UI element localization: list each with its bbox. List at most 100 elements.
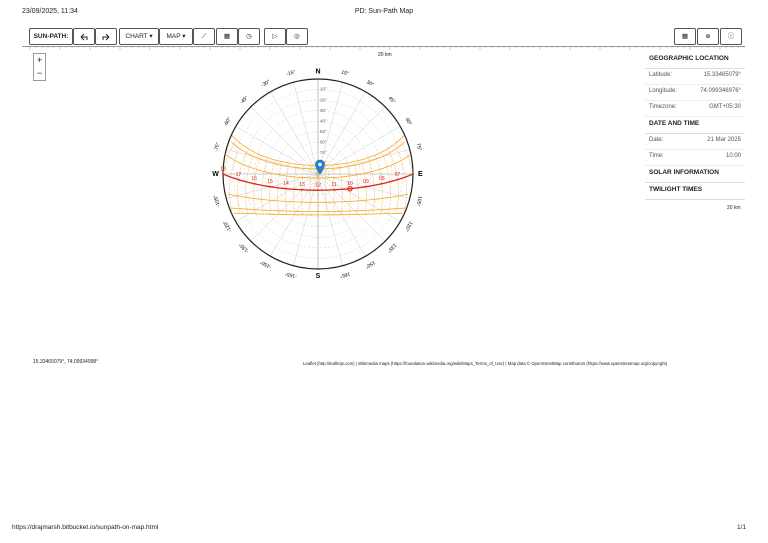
azimuth-line [317, 82, 343, 175]
azimuth-line [317, 173, 386, 242]
azimuth-label: 60° [404, 117, 413, 127]
azimuth-label: -30° [260, 79, 271, 89]
undo-icon [80, 33, 88, 41]
azimuth-label: -45° [239, 95, 250, 106]
hour-line [309, 166, 311, 215]
hour-label: 15 [267, 179, 273, 185]
azimuth-label: 30° [365, 79, 375, 88]
sun-path-label[interactable]: SUN-PATH: [29, 28, 73, 45]
panel-section-title[interactable]: DATE AND TIME [645, 117, 745, 134]
azimuth-line [317, 106, 386, 175]
zoom-out[interactable]: − [36, 68, 43, 78]
azimuth-line [317, 91, 366, 175]
zoom-in[interactable]: + [36, 55, 43, 65]
panel-row: Longitude: 74.099346976° [645, 85, 745, 101]
azimuth-label: -105° [213, 194, 222, 207]
sun-path [224, 154, 412, 179]
azimuth-label: 15° [341, 70, 350, 78]
panel-section-title[interactable]: TWILIGHT TIMES [645, 183, 745, 200]
info-panel: GEOGRAPHIC LOCATION Latitude: 15.33465079°… [645, 52, 745, 200]
panel-row: Date: 21 Mar 2025 [645, 134, 745, 150]
altitude-label: 60° [320, 140, 327, 145]
row-value: 21 Mar 2025 [707, 137, 741, 143]
scale-right: 20 km [727, 205, 741, 211]
calendar-button[interactable]: ▦ [216, 28, 238, 45]
map-menu[interactable]: MAP ▾ [159, 28, 193, 45]
azimuth-label: 135° [386, 242, 398, 254]
play-button[interactable]: ▷ [264, 28, 286, 45]
azimuth-line [293, 173, 319, 266]
azimuth-line [317, 173, 343, 266]
cardinal-label: W [212, 171, 219, 178]
azimuth-label: -75° [213, 142, 221, 152]
azimuth-line [226, 173, 319, 199]
hour-dot [317, 189, 319, 192]
map-area[interactable] [22, 46, 745, 369]
panel-section-title[interactable]: GEOGRAPHIC LOCATION [645, 52, 745, 69]
azimuth-label: 150° [364, 259, 376, 269]
row-label: Longitude: [649, 88, 678, 94]
chart-menu[interactable]: CHART ▾ [119, 28, 159, 45]
hour-dot [349, 187, 351, 190]
row-label: Time: [649, 153, 664, 159]
page-title: PD: Sun-Path Map [354, 8, 414, 15]
hour-dot [396, 178, 399, 181]
redo-button[interactable] [95, 28, 117, 45]
azimuth-label: 165° [339, 270, 351, 278]
hour-label: 18 [220, 166, 226, 172]
clock-button[interactable]: ◷ [238, 28, 260, 45]
cursor-coordinates: 15.33465079°, 74.09934998° [33, 359, 99, 365]
panel-row: Latitude: 15.33465079° [645, 69, 745, 85]
panel-row: Timezone: GMT+05:30 [645, 101, 745, 117]
hour-line [339, 164, 343, 215]
pin-dot [318, 162, 322, 167]
hour-dot [333, 188, 335, 191]
row-value: GMT+05:30 [709, 104, 741, 110]
undo-button[interactable] [73, 28, 95, 45]
row-value: 15.33465079° [703, 72, 741, 78]
cardinal-label: E [418, 171, 423, 178]
row-label: Latitude: [649, 72, 673, 78]
tool-button[interactable]: ⟋ [193, 28, 215, 45]
azimuth-label: -120° [222, 219, 233, 232]
panel-section-title[interactable]: SOLAR INFORMATION [645, 166, 745, 183]
azimuth-line [317, 173, 410, 199]
hour-label: 17 [236, 172, 242, 178]
altitude-label: 30° [320, 108, 327, 113]
print-datetime: 23/09/2025, 11:34 [22, 8, 78, 15]
chart-menu-label: CHART [125, 33, 148, 40]
cardinal-label: N [315, 68, 320, 75]
azimuth-line [235, 126, 319, 175]
row-label: Date: [649, 137, 664, 143]
hour-dot [365, 185, 367, 188]
hour-line [301, 165, 304, 215]
hour-label: 11 [331, 182, 336, 188]
azimuth-label: 120° [403, 220, 413, 232]
hour-dot [269, 185, 271, 188]
export-button[interactable]: ▦ [674, 28, 696, 45]
hour-line [400, 140, 414, 174]
azimuth-label: -165° [284, 270, 297, 279]
azimuth-label: 45° [387, 96, 397, 106]
row-value: 74.099346976° [700, 88, 741, 94]
page-number: 1/1 [736, 524, 746, 531]
redo-icon [102, 33, 110, 41]
hour-line [325, 166, 327, 215]
globe-button[interactable]: ⊕ [697, 28, 719, 45]
hour-label: 13 [299, 182, 305, 188]
altitude-label: 10° [320, 87, 327, 92]
hour-label: 07 [395, 172, 401, 178]
hour-line [222, 140, 236, 174]
target-button[interactable]: ◎ [286, 28, 308, 45]
cardinal-label: S [316, 273, 321, 280]
hour-dot [380, 182, 383, 185]
hour-label: 08 [379, 176, 385, 182]
map-ruler [29, 46, 745, 50]
info-button[interactable]: ⓘ [720, 28, 742, 45]
row-label: Timezone: [649, 104, 677, 110]
azimuth-label: 105° [414, 195, 422, 207]
footer-url: https://drajmarsh.bitbucket.io/sunpath-o… [12, 524, 159, 531]
hour-dot [301, 188, 303, 191]
hour-dot [237, 178, 240, 181]
